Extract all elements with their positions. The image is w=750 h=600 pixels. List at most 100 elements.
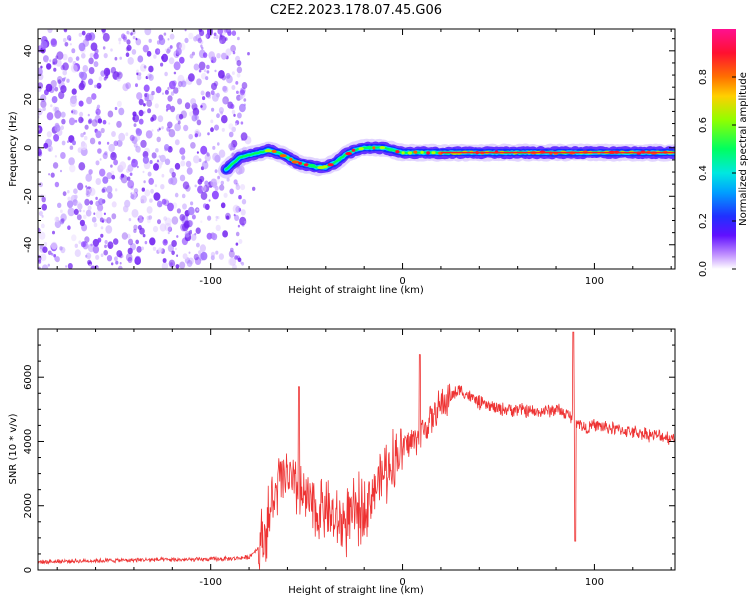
noise-speckle [93, 61, 99, 68]
noise-speckle [140, 63, 147, 72]
noise-speckle [118, 107, 125, 116]
noise-speckle [155, 86, 162, 94]
signal-core [351, 148, 356, 152]
noise-speckle [183, 221, 190, 229]
noise-speckle [70, 64, 78, 73]
noise-speckle [161, 198, 167, 205]
noise-speckle [148, 177, 154, 185]
noise-speckle [148, 65, 154, 73]
noise-speckle [102, 119, 107, 125]
noise-speckle [180, 80, 187, 88]
noise-speckle [134, 255, 141, 264]
noise-speckle [237, 36, 240, 41]
x-tick-label: -100 [199, 276, 222, 287]
noise-speckle [235, 231, 240, 237]
noise-speckle [146, 99, 153, 107]
noise-speckle [71, 88, 77, 95]
noise-speckle [152, 246, 157, 251]
noise-speckle [175, 47, 182, 56]
noise-speckle [113, 238, 119, 245]
noise-speckle [95, 178, 102, 185]
signal-core [426, 151, 430, 155]
noise-speckle [116, 120, 122, 128]
noise-speckle [87, 243, 95, 253]
noise-speckle [188, 32, 194, 40]
noise-speckle [102, 46, 106, 50]
noise-speckle [159, 37, 166, 46]
noise-speckle [237, 224, 240, 228]
noise-speckle [96, 104, 101, 109]
noise-speckle [200, 166, 205, 171]
noise-speckle [140, 139, 147, 148]
x-tick-label: 0 [399, 276, 405, 287]
noise-speckle [110, 48, 113, 52]
noise-speckle [190, 233, 197, 241]
noise-speckle [79, 219, 85, 227]
noise-speckle [41, 196, 46, 203]
noise-speckle [123, 36, 128, 42]
noise-speckle [40, 65, 43, 69]
noise-speckle [137, 225, 142, 230]
noise-speckle [234, 214, 240, 221]
noise-speckle [49, 59, 52, 63]
noise-speckle [47, 263, 50, 267]
noise-speckle [215, 218, 218, 222]
noise-speckle [95, 160, 100, 166]
noise-speckle [233, 113, 236, 117]
noise-speckle [42, 106, 46, 112]
noise-speckle [184, 29, 187, 32]
noise-speckle [84, 124, 89, 130]
noise-speckle [54, 110, 62, 119]
noise-speckle [127, 57, 134, 65]
noise-speckle [136, 165, 139, 169]
noise-speckle [228, 258, 235, 266]
noise-speckle [58, 91, 65, 100]
noise-speckle [52, 106, 57, 112]
noise-speckle [198, 29, 202, 33]
noise-speckle [111, 174, 116, 180]
noise-speckle [102, 176, 109, 184]
noise-speckle [141, 246, 144, 251]
noise-speckle [85, 209, 92, 217]
noise-speckle [38, 231, 46, 240]
signal-core [264, 149, 272, 153]
noise-speckle [167, 231, 170, 235]
noise-speckle [158, 155, 161, 158]
noise-speckle [173, 61, 181, 71]
noise-speckle [236, 66, 243, 74]
noise-speckle [182, 181, 190, 190]
noise-speckle [154, 103, 159, 109]
noise-speckle [174, 123, 181, 132]
noise-speckle [186, 167, 193, 175]
noise-speckle [235, 81, 239, 85]
noise-speckle [95, 254, 100, 260]
noise-speckle [207, 94, 212, 99]
noise-speckle [211, 107, 215, 112]
noise-speckle [147, 93, 154, 102]
noise-speckle [164, 217, 172, 226]
noise-speckle [228, 143, 234, 150]
noise-speckle [67, 190, 70, 194]
noise-speckle [67, 207, 75, 217]
noise-speckle [133, 142, 138, 148]
noise-speckle [135, 239, 139, 245]
noise-speckle [193, 155, 200, 164]
noise-speckle [189, 229, 192, 233]
noise-speckle [205, 33, 209, 39]
y-tick-label: -40 [23, 237, 34, 253]
noise-speckle [80, 133, 84, 138]
noise-speckle [38, 148, 42, 156]
x-tick-label: 100 [585, 276, 604, 287]
noise-speckle [235, 123, 238, 126]
noise-speckle [211, 82, 217, 91]
noise-speckle [99, 217, 104, 223]
noise-speckle [240, 209, 246, 216]
noise-speckle [68, 157, 75, 166]
noise-speckle [230, 44, 237, 53]
noise-speckle [111, 131, 116, 137]
signal-core [379, 146, 386, 150]
noise-speckle [81, 53, 86, 59]
noise-speckle [116, 100, 122, 108]
noise-speckle [201, 161, 209, 170]
signal-core [387, 148, 394, 152]
